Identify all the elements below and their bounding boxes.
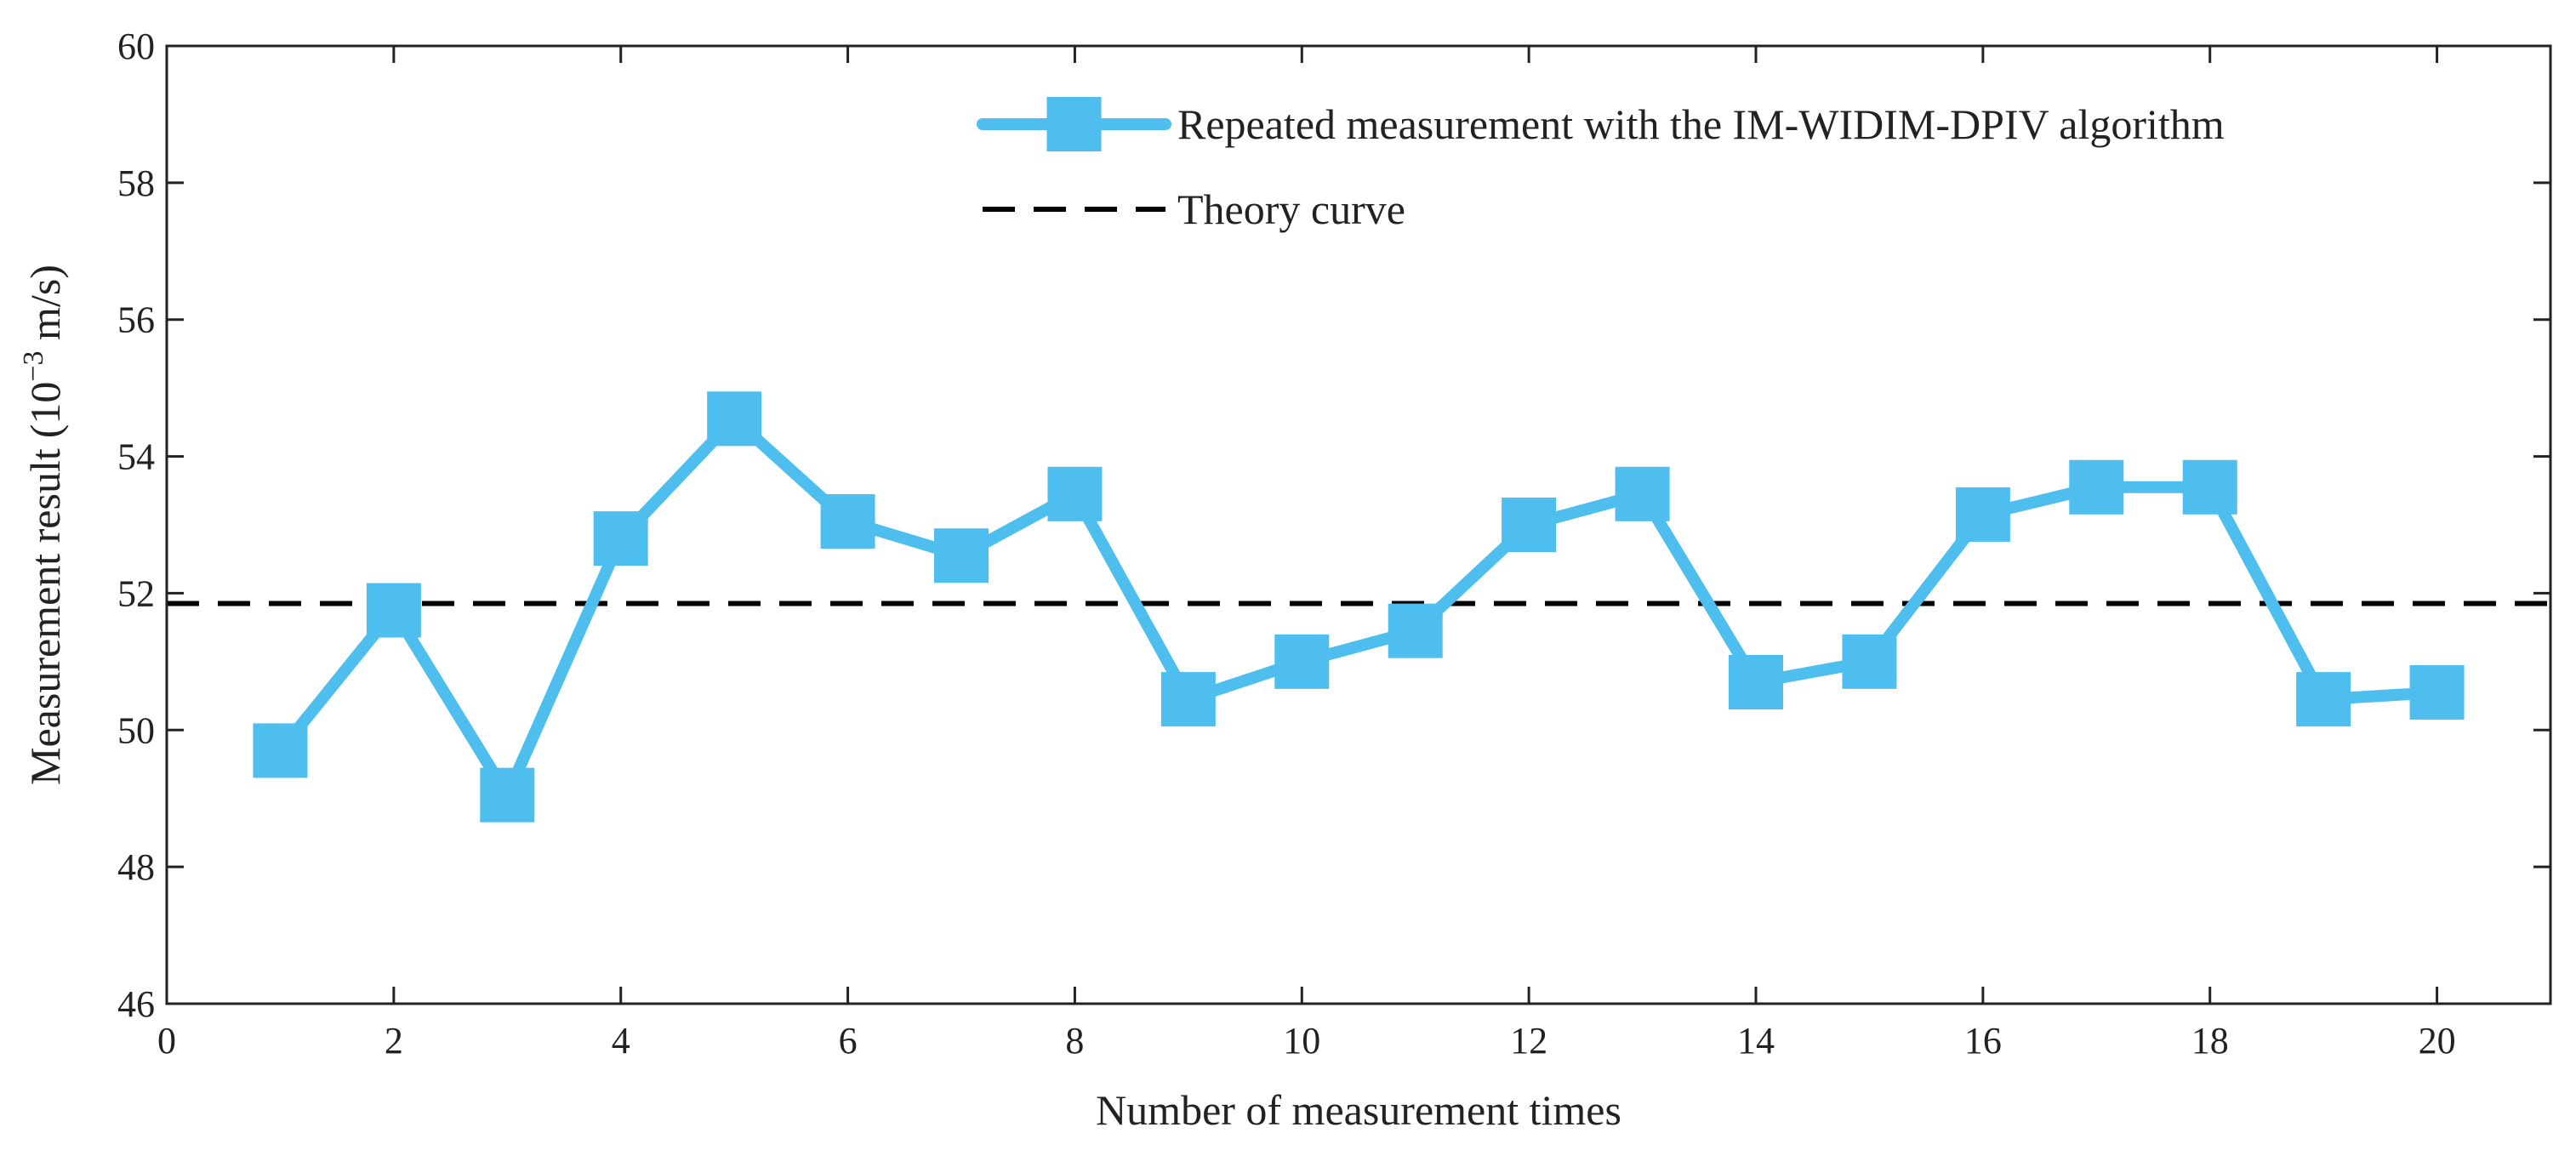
measurement-point: [1388, 603, 1443, 658]
y-tick-label: 60: [117, 26, 155, 67]
y-tick-label: 50: [117, 709, 155, 751]
x-tick-label: 18: [2191, 1020, 2229, 1062]
y-axis-label-unit-suffix: m/s): [21, 265, 69, 350]
legend: Repeated measurement with the IM-WIDIM-D…: [977, 97, 2225, 233]
x-tick-label: 20: [2419, 1020, 2456, 1062]
y-axis-label-unit-exponent: −3: [18, 350, 49, 381]
measurement-point: [1160, 672, 1216, 727]
x-tick-label: 4: [612, 1020, 630, 1062]
legend-series-2-label: Theory curve: [1177, 185, 1405, 233]
x-tick-label: 2: [385, 1020, 403, 1062]
measurement-point: [1729, 654, 1783, 709]
y-tick-label: 58: [117, 162, 155, 204]
x-tick-label: 0: [157, 1020, 176, 1062]
measurement-point: [820, 493, 875, 549]
measurement-point: [707, 391, 762, 447]
x-tick-label: 14: [1737, 1020, 1775, 1062]
measurement-point: [1047, 466, 1103, 521]
x-axis-label: Number of measurement times: [1096, 1086, 1621, 1134]
measurement-point: [2296, 672, 2351, 727]
y-axis-label: Measurement result (10−3 m/s): [18, 265, 69, 785]
x-tick-label: 10: [1283, 1020, 1320, 1062]
y-tick-label: 46: [117, 983, 155, 1025]
measurement-point: [253, 723, 308, 778]
measurement-point: [1615, 466, 1670, 521]
y-tick-label: 56: [117, 299, 155, 341]
measurement-point: [366, 583, 421, 638]
measurement-point: [2069, 459, 2124, 515]
measurement-point: [593, 511, 648, 566]
measurement-point: [2409, 665, 2465, 720]
measurement-point: [1842, 634, 1897, 689]
axes-frame: [165, 44, 2552, 1005]
x-tick-label: 8: [1065, 1020, 1084, 1062]
y-tick-label: 48: [117, 846, 155, 888]
x-tick-label: 6: [839, 1020, 858, 1062]
x-tick-label: 16: [1964, 1020, 2002, 1062]
measurement-point: [1955, 487, 2010, 542]
legend-series-1-marker: [1046, 97, 1102, 151]
measurement-point: [2182, 459, 2237, 515]
legend-series-1-label: Repeated measurement with the IM-WIDIM-D…: [1177, 100, 2225, 148]
y-tick-label: 54: [117, 436, 155, 478]
measurement-point: [1274, 634, 1330, 689]
measurement-point: [480, 767, 535, 823]
plot-layer: [167, 391, 2550, 823]
y-axis-label-main: Measurement result: [21, 448, 69, 785]
x-tick-label: 12: [1510, 1020, 1547, 1062]
y-axis-label-unit-prefix: (10: [21, 382, 69, 439]
measurement-point: [934, 528, 989, 584]
y-tick-label: 52: [117, 572, 155, 614]
measurement-point: [1502, 498, 1557, 552]
